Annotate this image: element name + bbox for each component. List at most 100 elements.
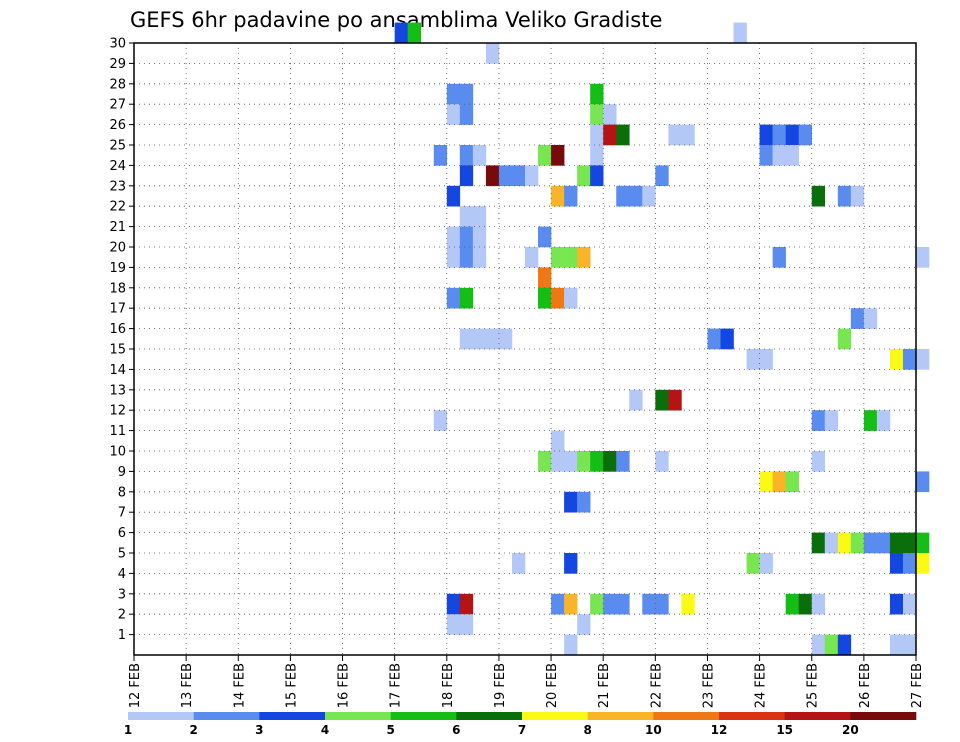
precip-cell	[811, 185, 826, 207]
precip-cell	[850, 185, 865, 207]
y-tick-label: 20	[109, 241, 126, 256]
colorbar-segment	[653, 712, 720, 720]
precip-cell	[759, 124, 773, 146]
precip-cell	[603, 451, 617, 472]
precip-cell	[642, 185, 656, 207]
precip-cell	[733, 22, 747, 44]
precip-cell	[551, 451, 565, 472]
colorbar-label: 12	[711, 723, 728, 737]
precip-cell	[590, 165, 604, 187]
precip-cell	[590, 124, 604, 146]
precip-cell	[837, 328, 852, 350]
x-tick-label: 13 FEB	[180, 663, 195, 708]
precip-cell	[824, 410, 839, 431]
colorbar-segment	[259, 712, 326, 720]
precip-cell	[668, 124, 682, 146]
x-axis-ticks: 12 FEB 13 FEB 14 FEB 15 FEB 16 FEB 17 FEB 18 F…	[128, 655, 925, 708]
precip-cell	[564, 185, 578, 207]
y-tick-label: 27	[109, 98, 126, 113]
colorbar: 1 2 3 4 5 6 7 8 10 12 15 20	[124, 712, 917, 737]
precip-cell	[759, 553, 773, 574]
precip-cell	[472, 145, 487, 166]
precip-cell	[916, 471, 930, 493]
precip-cell	[446, 104, 461, 125]
precip-cell	[772, 145, 786, 166]
y-tick-label: 5	[118, 547, 126, 562]
precip-cell	[446, 185, 461, 207]
colorbar-segment	[784, 712, 851, 720]
x-tick-label: 23 FEB	[701, 663, 716, 708]
x-tick-label: 16 FEB	[337, 663, 352, 708]
x-tick-label: 14 FEB	[232, 663, 247, 708]
precip-cell	[551, 247, 565, 268]
precip-cell	[902, 349, 917, 370]
precip-cell	[889, 593, 904, 615]
precip-cell	[916, 349, 930, 370]
y-tick-label: 23	[109, 179, 126, 194]
precip-cell	[876, 410, 891, 431]
colorbar-segment	[325, 712, 391, 720]
precip-cell	[785, 124, 799, 146]
precip-cell	[616, 593, 630, 615]
precip-cell	[564, 634, 578, 656]
precip-cell	[485, 165, 500, 187]
cells-layer	[394, 22, 930, 656]
precip-cell	[551, 430, 565, 452]
precip-cell	[511, 553, 526, 574]
precip-cell	[446, 226, 461, 248]
precip-cell	[459, 165, 474, 187]
y-tick-label: 18	[109, 281, 126, 296]
precip-cell	[577, 614, 591, 635]
y-tick-label: 16	[109, 322, 126, 337]
colorbar-segment	[587, 712, 654, 720]
precip-cell	[785, 593, 799, 615]
colorbar-segment	[522, 712, 588, 720]
precip-cell	[459, 328, 474, 350]
x-tick-label: 12 FEB	[128, 663, 143, 708]
precip-cell	[498, 328, 513, 350]
colorbar-label: 20	[842, 723, 859, 737]
precip-cell	[837, 185, 852, 207]
y-tick-label: 12	[109, 404, 126, 419]
precip-cell	[485, 43, 500, 64]
colorbar-label: 2	[189, 723, 197, 737]
y-tick-label: 17	[109, 302, 126, 317]
precip-cell	[850, 308, 865, 329]
precip-cell	[681, 593, 695, 615]
precip-cell	[577, 247, 591, 268]
y-tick-label: 9	[118, 465, 126, 480]
colorbar-segment	[456, 712, 523, 720]
precip-cell	[525, 165, 539, 187]
x-tick-label: 22 FEB	[649, 663, 664, 708]
y-tick-label: 8	[118, 485, 126, 500]
colorbar-segment	[390, 712, 457, 720]
precip-cell	[616, 185, 630, 207]
colorbar-label: 4	[321, 723, 329, 737]
y-tick-label: 29	[109, 57, 126, 72]
precip-cell	[916, 553, 930, 574]
precip-cell	[538, 145, 552, 166]
precip-cell	[629, 185, 643, 207]
precip-cell	[433, 410, 448, 431]
precip-cell	[876, 532, 891, 554]
x-tick-label: 18 FEB	[441, 663, 456, 708]
precip-cell	[655, 593, 669, 615]
precip-cell	[655, 165, 669, 187]
precip-cell	[785, 145, 799, 166]
precip-cell	[498, 165, 513, 187]
precip-cell	[603, 124, 617, 146]
precip-cell	[850, 532, 865, 554]
precip-cell	[525, 247, 539, 268]
precip-cell	[433, 145, 448, 166]
precip-cell	[772, 124, 786, 146]
precip-cell	[616, 124, 630, 146]
y-tick-label: 24	[109, 159, 126, 174]
precip-cell	[472, 247, 487, 268]
precip-cell	[472, 206, 487, 227]
x-tick-label: 17 FEB	[389, 663, 404, 708]
precip-cell	[590, 83, 604, 105]
precip-cell	[564, 553, 578, 574]
precip-cell	[459, 593, 474, 615]
precip-cell	[551, 145, 565, 166]
precip-cell	[446, 83, 461, 105]
